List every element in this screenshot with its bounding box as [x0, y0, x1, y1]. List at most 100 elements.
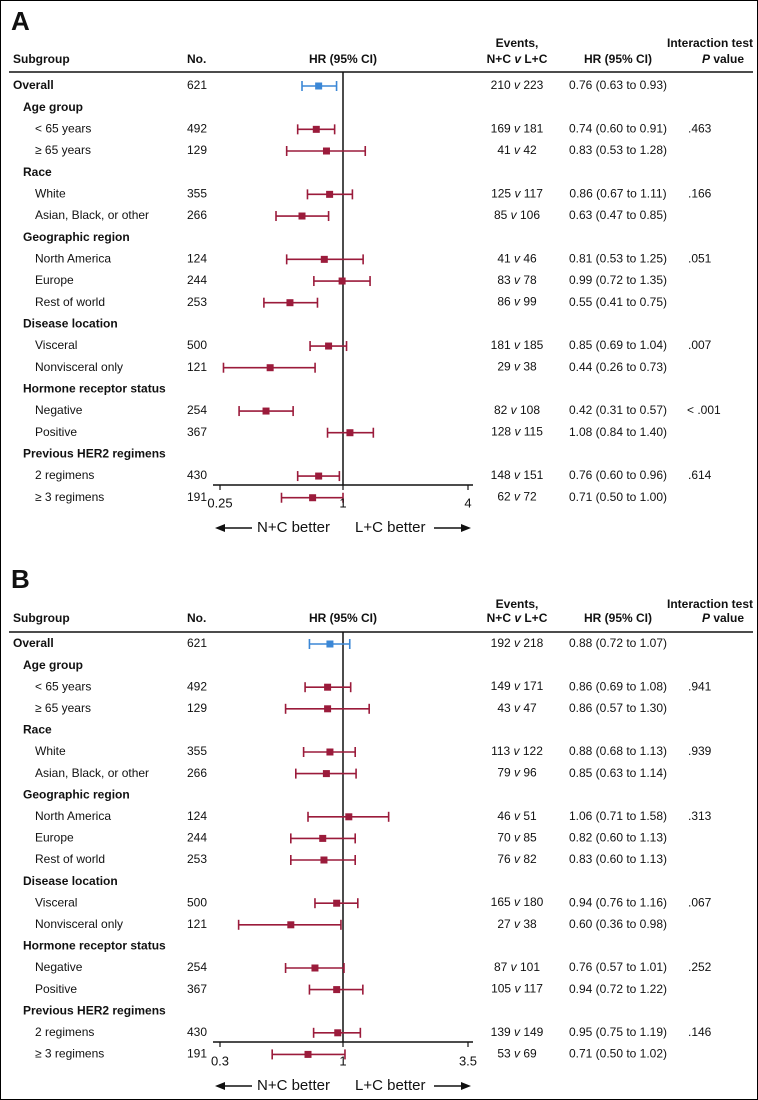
events-lc: 101 [517, 960, 541, 974]
hr-point [333, 899, 341, 907]
events-lc: 151 [520, 468, 544, 482]
events-lc: 78 [520, 273, 537, 287]
hr-ci-value: 0.76 (0.63 to 0.93) [569, 78, 667, 92]
group-label: Age group [23, 658, 83, 672]
hr-point [315, 472, 323, 480]
interaction-p-value: .051 [688, 252, 712, 266]
hr-ci-value: 0.95 (0.75 to 1.19) [569, 1025, 667, 1039]
hr-ci-value: 0.94 (0.72 to 1.22) [569, 982, 667, 996]
events-value: 41 v 42 [497, 143, 537, 157]
events-nc: 149 [491, 679, 514, 693]
events-v: v [514, 122, 521, 136]
events-value: 181 v 185 [491, 338, 544, 352]
events-lc: 96 [520, 766, 537, 780]
interaction-p-value: .939 [688, 744, 712, 758]
interaction-p-value: .463 [688, 122, 712, 136]
x-tick-label: 0.25 [207, 495, 232, 510]
hr-ci-value: 0.60 (0.36 to 0.98) [569, 917, 667, 931]
hr-ci-value: 0.74 (0.60 to 0.91) [569, 122, 667, 136]
n-value: 129 [187, 143, 207, 157]
events-nc: 29 [497, 360, 514, 374]
group-label: Race [23, 165, 52, 179]
x-tick-label: 1 [339, 495, 346, 510]
x-tick-label: 4 [464, 495, 471, 510]
hr-point [322, 770, 330, 778]
header-hr-ci: HR (95% CI) [584, 52, 652, 66]
right-arrow-label: L+C better [355, 1077, 425, 1094]
hr-ci-value: 0.42 (0.31 to 0.57) [569, 403, 667, 417]
header-interaction-test: Interaction test [667, 597, 753, 611]
events-value: 62 v 72 [497, 490, 537, 504]
n-value: 621 [187, 636, 207, 650]
events-value: 128 v 115 [491, 425, 543, 439]
events-v: v [514, 252, 521, 266]
subgroup-label: Asian, Black, or other [35, 208, 149, 222]
events-lc: 122 [520, 744, 544, 758]
events-nc: 41 [497, 143, 514, 157]
events-v: v [514, 766, 521, 780]
subgroup-label: Europe [35, 273, 74, 287]
subgroup-label: Rest of world [35, 852, 105, 866]
n-value: 266 [187, 766, 207, 780]
subgroup-label: 2 regimens [35, 468, 94, 482]
group-label: Disease location [23, 317, 118, 331]
hr-ci-value: 1.06 (0.71 to 1.58) [569, 809, 667, 823]
events-nc: 210 [491, 78, 514, 92]
n-value: 244 [187, 831, 207, 845]
interaction-p-value: .007 [688, 338, 712, 352]
events-lc: 149 [520, 1025, 544, 1039]
events-lc: 99 [520, 295, 537, 309]
subgroup-label: ≥ 65 years [35, 143, 91, 157]
subgroup-label: Rest of world [35, 295, 105, 309]
n-value: 253 [187, 295, 207, 309]
header-events-line1: Events, [496, 597, 539, 611]
events-v: v [514, 852, 521, 866]
events-v: v [514, 982, 521, 996]
events-value: 46 v 51 [497, 809, 537, 823]
events-lc: 108 [517, 403, 541, 417]
n-value: 500 [187, 895, 207, 909]
subgroup-label: North America [35, 252, 111, 266]
events-lc: 117 [520, 187, 543, 201]
events-nc: 76 [497, 852, 514, 866]
header-events-v: v [514, 611, 522, 625]
events-value: 79 v 96 [497, 766, 537, 780]
events-v: v [514, 1025, 521, 1039]
n-value: 191 [187, 1047, 207, 1061]
events-lc: 51 [520, 809, 537, 823]
hr-point [346, 429, 354, 437]
group-label: Geographic region [23, 230, 130, 244]
events-value: 149 v 171 [491, 679, 544, 693]
events-value: 85 v 106 [494, 208, 540, 222]
n-value: 492 [187, 679, 207, 693]
hr-ci-value: 0.76 (0.57 to 1.01) [569, 960, 667, 974]
x-tick-label: 0.3 [211, 1053, 229, 1068]
events-lc: 185 [520, 338, 544, 352]
subgroup-label: Asian, Black, or other [35, 766, 149, 780]
events-lc: 171 [520, 679, 544, 693]
events-v: v [514, 425, 521, 439]
events-v: v [511, 208, 518, 222]
subgroup-label: ≥ 3 regimens [35, 490, 104, 504]
header-events-line2: N+C v L+C [487, 52, 548, 66]
events-lc: 180 [520, 895, 544, 909]
hr-ci-value: 0.88 (0.72 to 1.07) [569, 636, 667, 650]
subgroup-label: White [35, 744, 66, 758]
events-value: 105 v 117 [491, 982, 543, 996]
events-v: v [514, 744, 521, 758]
events-v: v [514, 143, 521, 157]
events-nc: 125 [491, 187, 514, 201]
events-v: v [514, 636, 521, 650]
hr-ci-value: 0.71 (0.50 to 1.02) [569, 1047, 667, 1061]
n-value: 253 [187, 852, 207, 866]
header-events-line1: Events, [496, 36, 539, 50]
events-value: 43 v 47 [497, 701, 537, 715]
header-events-nc: N+C [487, 611, 515, 625]
events-nc: 113 [491, 744, 513, 758]
hr-point [311, 964, 319, 972]
interaction-p-value: .313 [688, 809, 712, 823]
events-nc: 192 [491, 636, 514, 650]
events-lc: 38 [520, 360, 537, 374]
n-value: 124 [187, 809, 207, 823]
